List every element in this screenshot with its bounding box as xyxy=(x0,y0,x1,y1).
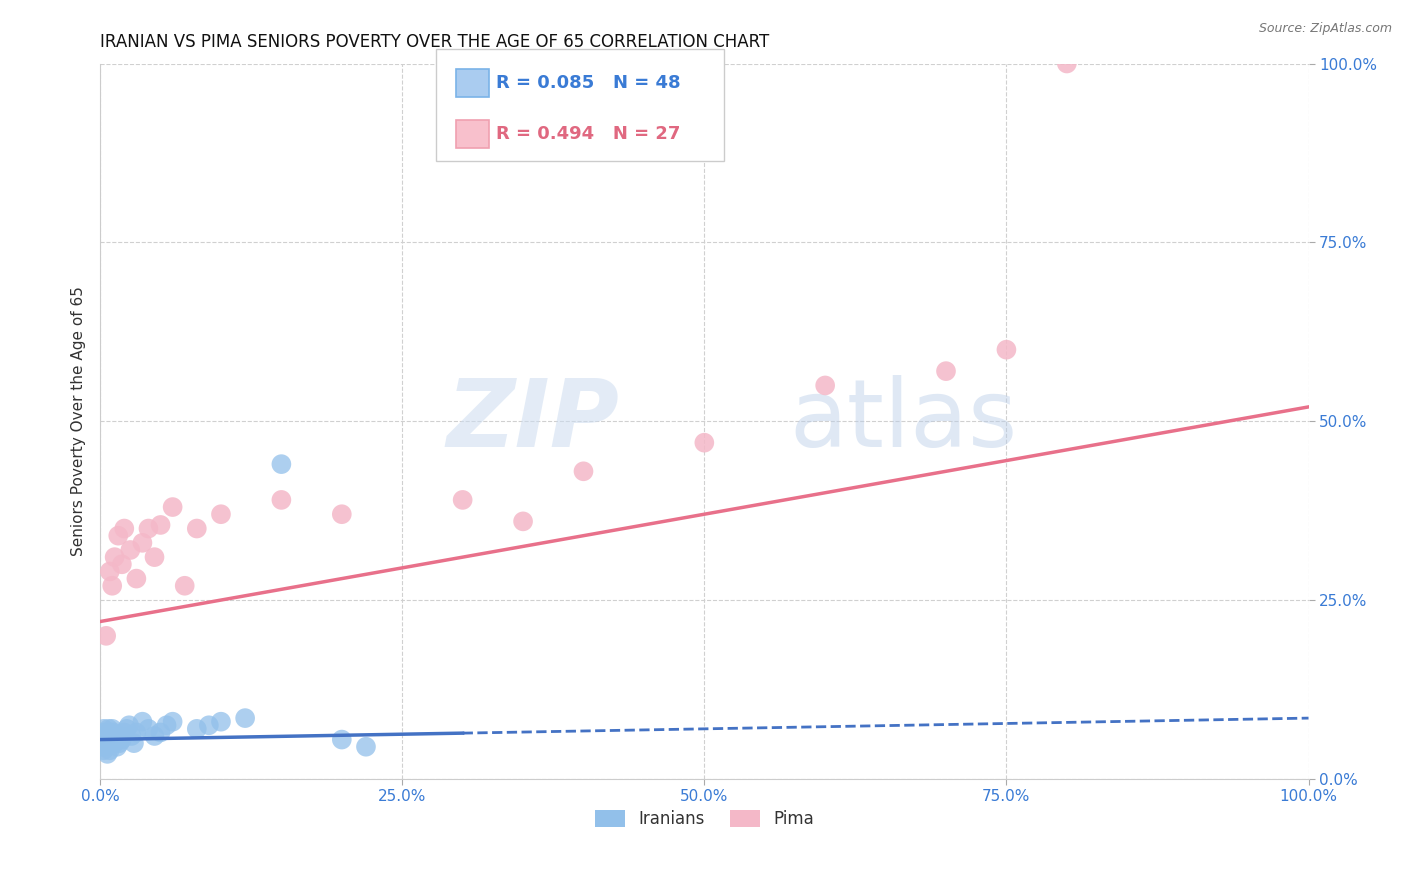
Point xyxy=(104,729,127,743)
Point xyxy=(209,714,232,729)
Point xyxy=(270,492,292,507)
Point xyxy=(451,492,474,507)
Point xyxy=(90,729,112,743)
Point xyxy=(100,729,122,743)
Point xyxy=(186,722,208,736)
Point xyxy=(110,729,132,743)
Point xyxy=(101,732,124,747)
Point xyxy=(115,722,138,736)
Point xyxy=(100,736,122,750)
Point xyxy=(354,739,377,754)
Point xyxy=(93,743,115,757)
Point xyxy=(91,739,114,754)
Point xyxy=(270,457,292,471)
Point xyxy=(98,743,121,757)
Point xyxy=(120,543,142,558)
Point xyxy=(105,739,128,754)
Point xyxy=(96,739,118,754)
Point xyxy=(143,550,166,565)
Point xyxy=(330,732,353,747)
Point xyxy=(94,725,117,739)
Point xyxy=(96,747,118,761)
Point xyxy=(198,718,221,732)
Point xyxy=(104,736,127,750)
Text: R = 0.494   N = 27: R = 0.494 N = 27 xyxy=(496,125,681,143)
Point xyxy=(143,729,166,743)
Point xyxy=(108,736,131,750)
Point xyxy=(93,729,115,743)
Point xyxy=(572,464,595,478)
Point xyxy=(125,572,148,586)
Point xyxy=(693,435,716,450)
Point xyxy=(96,629,118,643)
Point xyxy=(118,718,141,732)
Point xyxy=(512,514,534,528)
Point xyxy=(112,522,135,536)
Point xyxy=(131,536,153,550)
Point xyxy=(131,714,153,729)
Point xyxy=(209,507,232,521)
Point xyxy=(155,718,177,732)
Point xyxy=(173,579,195,593)
Point xyxy=(98,565,121,579)
Point xyxy=(125,725,148,739)
Point xyxy=(995,343,1018,357)
Point xyxy=(149,725,172,739)
Text: IRANIAN VS PIMA SENIORS POVERTY OVER THE AGE OF 65 CORRELATION CHART: IRANIAN VS PIMA SENIORS POVERTY OVER THE… xyxy=(100,33,769,51)
Y-axis label: Seniors Poverty Over the Age of 65: Seniors Poverty Over the Age of 65 xyxy=(72,286,86,556)
Point xyxy=(1056,56,1078,70)
Point xyxy=(935,364,957,378)
Text: atlas: atlas xyxy=(789,376,1017,467)
Point xyxy=(814,378,837,392)
Point xyxy=(162,714,184,729)
Point xyxy=(121,729,143,743)
Text: ZIP: ZIP xyxy=(447,376,620,467)
Point xyxy=(91,732,114,747)
Point xyxy=(97,722,120,736)
Point xyxy=(107,529,129,543)
Point xyxy=(107,732,129,747)
Point xyxy=(101,722,124,736)
Point xyxy=(111,732,134,747)
Point xyxy=(233,711,256,725)
Point xyxy=(94,736,117,750)
Point xyxy=(330,507,353,521)
Point xyxy=(122,736,145,750)
Point xyxy=(162,500,184,514)
Point xyxy=(90,736,112,750)
Legend: Iranians, Pima: Iranians, Pima xyxy=(588,804,820,835)
Point xyxy=(98,725,121,739)
Point xyxy=(111,558,134,572)
Point xyxy=(149,518,172,533)
Point xyxy=(101,579,124,593)
Text: R = 0.085   N = 48: R = 0.085 N = 48 xyxy=(496,74,681,92)
Point xyxy=(96,732,118,747)
Point xyxy=(138,722,160,736)
Point xyxy=(104,550,127,565)
Point xyxy=(138,522,160,536)
Point xyxy=(186,522,208,536)
Text: Source: ZipAtlas.com: Source: ZipAtlas.com xyxy=(1258,22,1392,36)
Point xyxy=(103,725,125,739)
Point xyxy=(112,725,135,739)
Point xyxy=(97,732,120,747)
Point xyxy=(93,722,115,736)
Point xyxy=(96,729,118,743)
